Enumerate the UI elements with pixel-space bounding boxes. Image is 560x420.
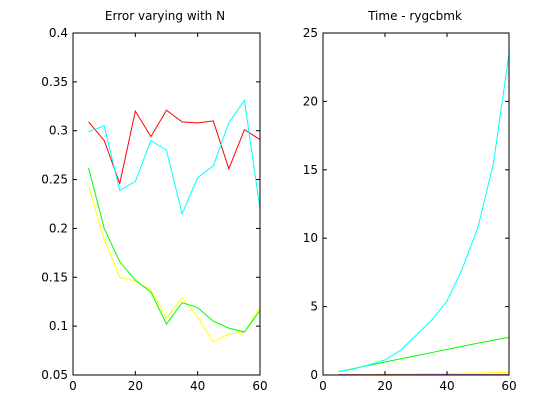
error-plot-x-tick-label: 40 [190, 379, 205, 393]
error-plot-series-line-0 [88, 109, 261, 186]
time-plot-y-tick-label: 20 [303, 94, 318, 108]
error-plot-y-tick-label: 0.15 [41, 270, 68, 284]
error-plot-title: Error varying with N [105, 9, 225, 23]
error-plot-x-tick-label: 60 [252, 379, 267, 393]
error-plot-y-tick-label: 0.35 [41, 75, 68, 89]
time-plot-y-tick-label: 5 [310, 300, 318, 314]
error-plot-y-tick-label: 0.1 [49, 319, 68, 333]
time-plot-x-tick-label: 60 [501, 379, 516, 393]
error-plot-series-line-2 [88, 167, 261, 333]
time-plot-x-tick-label: 20 [377, 379, 392, 393]
time-plot-series-line-3 [338, 53, 510, 373]
time-plot-x-tick-label: 0 [319, 379, 327, 393]
time-plot-ticks: 0 20 40 60 0 5 10 15 20 25 [303, 26, 517, 393]
error-plot-y-tick-label: 0.3 [49, 124, 68, 138]
error-plot-series-line-1 [88, 186, 261, 343]
error-plot-y-tick-label: 0.25 [41, 173, 68, 187]
time-plot-title: Time - rygcbmk [367, 9, 462, 23]
error-plot-y-tick-label: 0.05 [41, 368, 68, 382]
time-plot-x-tick-label: 40 [439, 379, 454, 393]
error-plot-x-tick-label: 0 [69, 379, 77, 393]
time-plot-y-tick-label: 15 [303, 163, 318, 177]
error-plot-marks [88, 99, 261, 343]
time-plot-y-tick-label: 25 [303, 26, 318, 40]
time-plot-axes-box [322, 32, 510, 376]
time-plot: Time - rygcbmk 0 20 40 60 0 5 10 15 20 25 [303, 9, 517, 393]
error-plot-y-tick-label: 0.4 [49, 26, 68, 40]
error-plot-x-tick-label: 20 [128, 379, 143, 393]
error-plot-axes-box [72, 32, 261, 376]
time-plot-y-tick-label: 10 [303, 231, 318, 245]
error-plot-y-tick-label: 0.2 [49, 221, 68, 235]
error-plot: Error varying with N 0 20 40 600.050.10.150… [41, 9, 267, 393]
time-plot-y-tick-label: 0 [310, 368, 318, 382]
error-plot-series-line-3 [88, 99, 261, 216]
error-plot-ticks: 0 20 40 60 0.05 0.1 0.15 0.2 0.25 0.3 0.35 0.4 [41, 26, 267, 393]
